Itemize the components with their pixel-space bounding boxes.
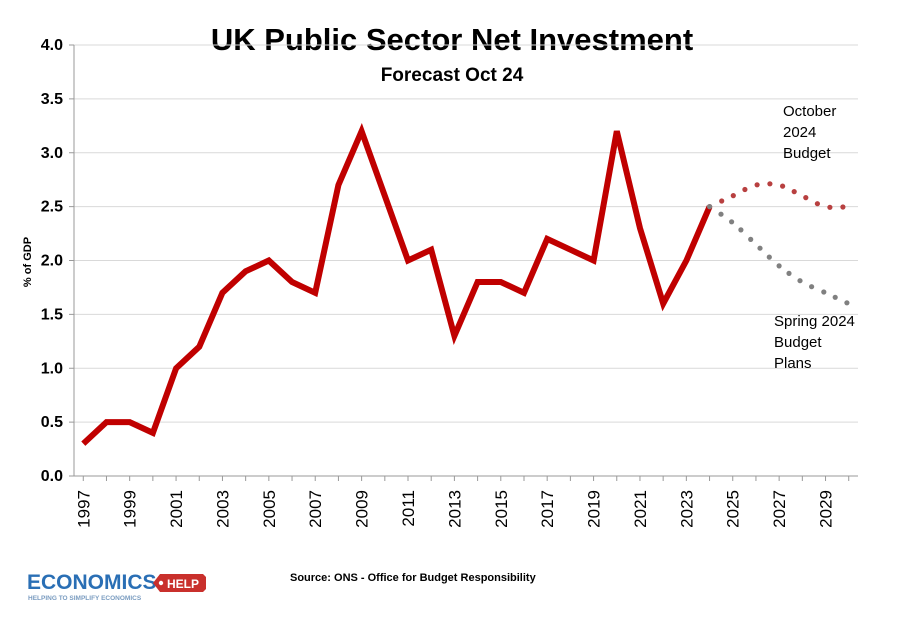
annotation-line: 2024 [783, 124, 816, 141]
series-dot [821, 289, 827, 295]
logo-tag-word: HELP [167, 577, 199, 591]
y-tick-label: 1.0 [41, 360, 63, 377]
series-dot [766, 254, 772, 260]
series-dot [748, 236, 754, 242]
series-dot [754, 182, 760, 188]
axes [69, 44, 858, 481]
annotation-line: Budget [783, 145, 831, 162]
series-dot [729, 219, 735, 225]
logo-tag-hole [158, 580, 164, 586]
x-tick-label: 2015 [492, 490, 511, 528]
x-tick-label: 2023 [677, 490, 696, 528]
series-line [81, 123, 713, 446]
annotation-line: Budget [774, 334, 822, 351]
series-dot [730, 193, 736, 199]
logo-tag-shape [153, 574, 206, 592]
y-axis-label: % of GDP [22, 237, 34, 287]
x-tick-labels: 1997 1999 2001 2003 2005 2007 2009 2011 2013 2015… [74, 490, 835, 528]
series-dot [791, 189, 797, 195]
x-tick-label: 2017 [538, 490, 557, 528]
y-tick-label: 0.0 [41, 468, 63, 485]
chart-title: UK Public Sector Net Investment [211, 22, 693, 57]
logo-tagline: HELPING TO SIMPLIFY ECONOMICS [28, 595, 142, 602]
annotation-line: Plans [774, 355, 812, 372]
chart-subtitle: Forecast Oct 24 [381, 65, 524, 86]
series-dot [719, 198, 725, 204]
series-dot [840, 204, 846, 210]
y-tick-label: 2.0 [41, 253, 63, 270]
series-dot [803, 195, 809, 201]
series-dot [814, 201, 821, 207]
x-tick-label: 2009 [353, 490, 372, 528]
annotation-spring-2024-budget-plans: Spring 2024 Budget Plans [774, 313, 855, 372]
y-tick-label: 0.5 [41, 414, 63, 431]
series-dot [797, 278, 803, 284]
series-dot [707, 204, 713, 210]
series-dot [757, 245, 763, 251]
x-tick-label: 2007 [306, 490, 325, 528]
annotation-october-2024-budget: October 2024 Budget [783, 103, 836, 162]
y-tick-labels: 0.0 0.5 1.0 1.5 2.0 2.5 3.0 3.5 4.0 [41, 37, 63, 485]
y-tick-label: 1.5 [41, 306, 63, 323]
x-tick-label: 1999 [121, 490, 140, 528]
y-tick-label: 3.0 [41, 145, 63, 162]
series-dot [780, 183, 786, 189]
series-dot [767, 181, 773, 187]
logo-word: ECONOMICS [27, 571, 157, 594]
x-tick-label: 2027 [770, 490, 789, 528]
series-october-2024-budget [707, 181, 846, 210]
x-tick-label: 2005 [260, 490, 279, 528]
series-dot [809, 284, 815, 290]
x-tick-label: 2011 [399, 490, 418, 527]
x-tick-label: 2003 [213, 490, 232, 528]
x-tick-label: 2001 [167, 490, 186, 528]
series-dot [827, 204, 833, 210]
annotation-line: Spring 2024 [774, 313, 855, 330]
x-tick-label: 2013 [445, 490, 464, 528]
source-note: Source: ONS - Office for Budget Responsi… [290, 572, 537, 584]
series-dot [844, 300, 850, 306]
series-dot [742, 186, 748, 193]
x-tick-label: 1997 [74, 490, 93, 528]
series-dot [786, 270, 792, 276]
series-dot [718, 211, 724, 217]
x-tick-label: 2021 [631, 490, 650, 528]
series-spring-2024-budget-plans [707, 204, 850, 306]
series-dot [832, 294, 838, 300]
series-actual-line [81, 123, 713, 446]
y-tick-label: 3.5 [41, 91, 63, 108]
y-tick-label: 2.5 [41, 199, 63, 216]
gridlines [74, 44, 858, 423]
series-dot [776, 263, 782, 269]
x-tick-label: 2029 [817, 490, 836, 528]
series-dot [738, 227, 744, 233]
x-tick-label: 2025 [724, 490, 743, 528]
annotation-line: October [783, 103, 836, 120]
x-tick-label: 2019 [585, 490, 604, 528]
economics-help-logo: ECONOMICS HELP HELPING TO SIMPLIFY ECONO… [27, 571, 206, 602]
series-group [81, 123, 850, 446]
y-tick-label: 4.0 [41, 37, 63, 54]
